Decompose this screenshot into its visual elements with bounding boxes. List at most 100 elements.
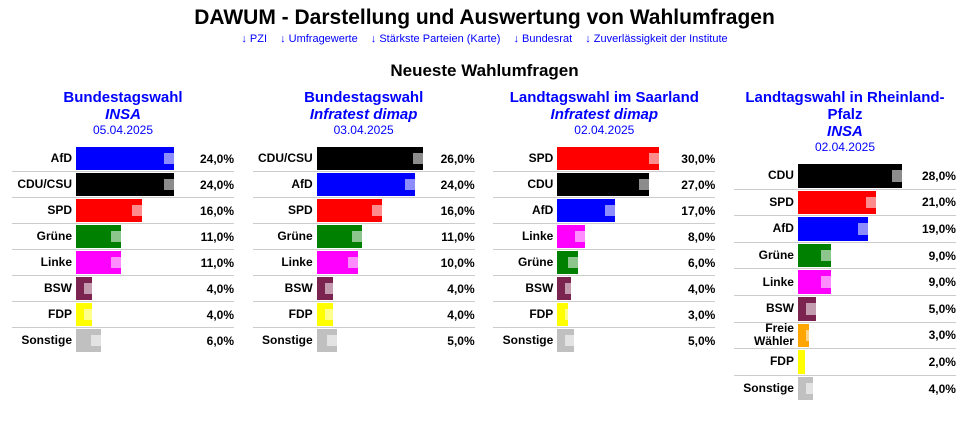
party-bar xyxy=(557,173,650,196)
poll-institute[interactable]: INSA xyxy=(105,106,141,123)
party-value: 16,0% xyxy=(199,203,234,218)
party-value: 5,0% xyxy=(447,333,475,348)
poll-date: 02.04.2025 xyxy=(574,123,635,137)
party-bar xyxy=(316,251,358,274)
poll-header: Bundestagswahl Infratest dimap 03.04.202… xyxy=(253,89,475,137)
party-row: Sonstige 5,0% xyxy=(253,328,475,353)
party-bar xyxy=(316,199,383,222)
party-name: Sonstige xyxy=(743,381,794,396)
poll-date: 05.04.2025 xyxy=(92,123,154,137)
party-bar xyxy=(797,323,810,348)
party-row: BSW 4,0% xyxy=(252,276,475,302)
party-bar xyxy=(557,199,616,222)
poll-institute[interactable]: Infratest dimap xyxy=(309,106,418,123)
party-row: CDU 27,0% xyxy=(493,172,716,198)
party-value: 4,0% xyxy=(447,307,475,322)
poll-header: Landtagswahl in Rheinland-Pfalz INSA 02.… xyxy=(734,89,956,154)
party-bar xyxy=(76,199,142,222)
poll-card: Landtagswahl in Rheinland-Pfalz INSA 02.… xyxy=(733,89,956,401)
poll-title[interactable]: Bundestagswahl xyxy=(63,89,183,106)
party-value: 4,0% xyxy=(447,281,475,296)
party-value: 27,0% xyxy=(681,177,716,192)
previous-value-marker xyxy=(865,196,886,209)
party-value: 5,0% xyxy=(928,301,956,316)
previous-value-marker xyxy=(164,179,185,190)
party-value: 24,0% xyxy=(199,151,234,166)
previous-value-marker xyxy=(805,356,826,368)
party-name: BSW xyxy=(44,281,72,295)
poll-institute[interactable]: Infratest dimap xyxy=(550,106,659,123)
party-value: 3,0% xyxy=(928,328,956,343)
party-name: AfD xyxy=(772,221,794,236)
party-value: 10,0% xyxy=(440,255,475,270)
party-value: 11,0% xyxy=(200,229,234,244)
previous-value-marker xyxy=(805,329,826,342)
party-value: 6,0% xyxy=(687,255,716,270)
party-value: 4,0% xyxy=(206,281,234,296)
previous-value-marker xyxy=(605,205,626,216)
poll-title[interactable]: Bundestagswahl xyxy=(304,89,424,106)
party-value: 11,0% xyxy=(441,229,475,244)
party-value: 24,0% xyxy=(199,177,234,192)
party-bar xyxy=(797,270,832,294)
party-row: FDP 4,0% xyxy=(252,302,475,328)
party-bar xyxy=(316,147,424,170)
previous-value-marker xyxy=(649,153,670,164)
poll-header: Landtagswahl im Saarland Infratest dimap… xyxy=(493,89,715,137)
previous-value-marker xyxy=(639,179,660,190)
previous-value-marker xyxy=(413,153,434,164)
party-row: Grüne 11,0% xyxy=(252,224,475,250)
party-value: 17,0% xyxy=(681,203,716,218)
nav-link-bundesrat[interactable]: ↓ Bundesrat xyxy=(513,33,573,45)
party-row: Linke 11,0% xyxy=(12,250,234,276)
party-name: BSW xyxy=(525,281,554,295)
previous-value-marker xyxy=(565,335,586,346)
previous-value-marker xyxy=(565,283,586,294)
previous-value-marker xyxy=(821,276,842,288)
nav-link-karte[interactable]: ↓ Stärkste Parteien (Karte) xyxy=(370,33,501,45)
previous-value-marker xyxy=(806,302,827,315)
nav-link-institute[interactable]: ↓ Zuverlässigkeit der Institute xyxy=(585,33,728,45)
previous-value-marker xyxy=(90,335,111,346)
party-value: 8,0% xyxy=(687,229,716,244)
party-row: Sonstige 6,0% xyxy=(12,328,234,353)
party-name: Freie Wähler xyxy=(753,321,794,349)
nav-link-pzi[interactable]: ↓ PZI xyxy=(241,33,267,45)
party-row: SPD 21,0% xyxy=(733,190,956,217)
party-row: FDP 2,0% xyxy=(733,349,956,376)
party-value: 30,0% xyxy=(681,151,716,166)
party-value: 4,0% xyxy=(928,381,956,396)
section-title: Neueste Wahlumfragen xyxy=(390,61,579,80)
party-bar xyxy=(76,329,101,352)
party-value: 6,0% xyxy=(206,333,234,348)
party-bar xyxy=(76,251,122,274)
previous-value-marker xyxy=(347,257,368,268)
nav-links: ↓ PZI ↓ Umfragewerte ↓ Stärkste Parteien… xyxy=(0,33,969,45)
party-value: 19,0% xyxy=(921,221,956,236)
nav-link-umfragewerte[interactable]: ↓ Umfragewerte xyxy=(280,33,358,45)
party-name: CDU/CSU xyxy=(257,151,313,165)
poll-title[interactable]: Landtagswahl in Rheinland-Pfalz xyxy=(745,89,945,123)
party-row: BSW 4,0% xyxy=(12,276,234,302)
party-value: 4,0% xyxy=(687,281,716,296)
previous-value-marker xyxy=(84,309,104,320)
party-name: Grüne xyxy=(517,255,554,269)
party-row: AfD 24,0% xyxy=(12,146,234,172)
party-name: Linke xyxy=(281,255,313,269)
party-name: Linke xyxy=(521,229,554,243)
party-value: 9,0% xyxy=(928,275,956,290)
party-name: FDP xyxy=(769,354,794,369)
party-row: CDU/CSU 26,0% xyxy=(252,146,475,172)
party-row: SPD 16,0% xyxy=(12,198,234,224)
party-row: Grüne 11,0% xyxy=(12,224,234,250)
party-bar xyxy=(557,225,585,248)
party-row: CDU 28,0% xyxy=(733,163,956,190)
party-name: CDU/CSU xyxy=(17,177,72,191)
poll-institute[interactable]: INSA xyxy=(827,123,863,140)
page-title: DAWUM - Darstellung und Auswertung von W… xyxy=(194,6,775,29)
party-name: Grüne xyxy=(36,229,72,243)
previous-value-marker xyxy=(405,179,426,190)
party-name: AfD xyxy=(531,203,554,217)
previous-value-marker xyxy=(805,382,826,395)
poll-title[interactable]: Landtagswahl im Saarland xyxy=(509,89,699,106)
